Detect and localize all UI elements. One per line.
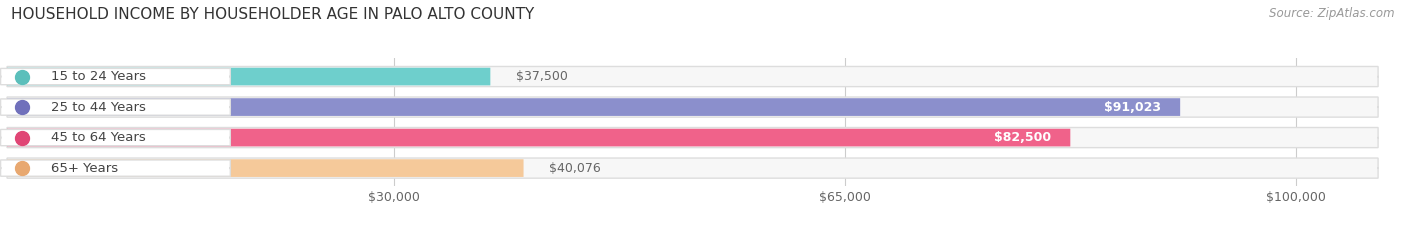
FancyBboxPatch shape bbox=[7, 159, 523, 177]
FancyBboxPatch shape bbox=[0, 99, 231, 115]
FancyBboxPatch shape bbox=[7, 98, 1180, 116]
Text: 25 to 44 Years: 25 to 44 Years bbox=[51, 101, 146, 113]
Text: $82,500: $82,500 bbox=[994, 131, 1050, 144]
FancyBboxPatch shape bbox=[7, 68, 491, 86]
FancyBboxPatch shape bbox=[7, 66, 1378, 87]
Text: $91,023: $91,023 bbox=[1104, 101, 1161, 113]
Text: 45 to 64 Years: 45 to 64 Years bbox=[51, 131, 146, 144]
FancyBboxPatch shape bbox=[7, 129, 1070, 146]
FancyBboxPatch shape bbox=[0, 69, 231, 85]
Text: $37,500: $37,500 bbox=[516, 70, 568, 83]
Text: Source: ZipAtlas.com: Source: ZipAtlas.com bbox=[1270, 7, 1395, 20]
FancyBboxPatch shape bbox=[7, 158, 1378, 178]
FancyBboxPatch shape bbox=[7, 127, 1378, 148]
Text: 15 to 24 Years: 15 to 24 Years bbox=[51, 70, 146, 83]
Text: $40,076: $40,076 bbox=[550, 162, 602, 175]
FancyBboxPatch shape bbox=[0, 160, 231, 176]
FancyBboxPatch shape bbox=[7, 97, 1378, 117]
Text: HOUSEHOLD INCOME BY HOUSEHOLDER AGE IN PALO ALTO COUNTY: HOUSEHOLD INCOME BY HOUSEHOLDER AGE IN P… bbox=[11, 7, 534, 22]
FancyBboxPatch shape bbox=[0, 130, 231, 146]
Text: 65+ Years: 65+ Years bbox=[51, 162, 118, 175]
